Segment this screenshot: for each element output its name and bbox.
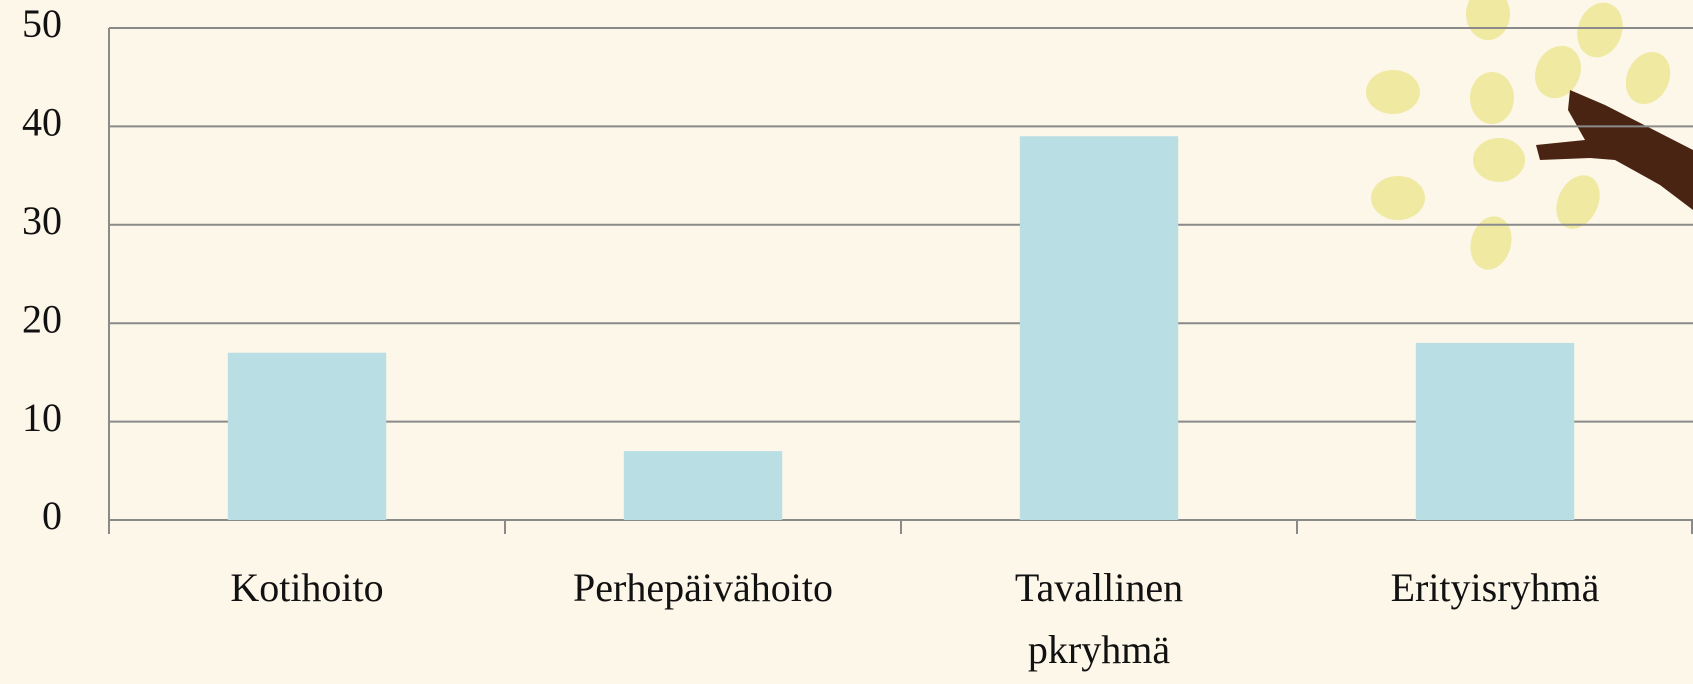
y-tick-label: 50 bbox=[22, 1, 62, 46]
x-tick-label: Tavallinen pkryhmä bbox=[1014, 565, 1184, 672]
bar bbox=[1415, 342, 1575, 520]
y-tick-label: 30 bbox=[22, 198, 62, 243]
x-tick-label: Kotihoito bbox=[230, 565, 384, 610]
y-tick-label: 40 bbox=[22, 100, 62, 145]
bar bbox=[623, 451, 783, 520]
y-tick-label: 20 bbox=[22, 296, 62, 341]
x-tick-label: Erityisryhmä bbox=[1390, 565, 1600, 610]
y-tick-label: 10 bbox=[22, 395, 62, 440]
y-tick-label: 0 bbox=[42, 493, 62, 538]
bar bbox=[227, 352, 387, 520]
x-tick-label: Perhepäivähoito bbox=[573, 565, 833, 610]
bar bbox=[1019, 136, 1179, 521]
tree-decoration bbox=[1366, 0, 1693, 270]
